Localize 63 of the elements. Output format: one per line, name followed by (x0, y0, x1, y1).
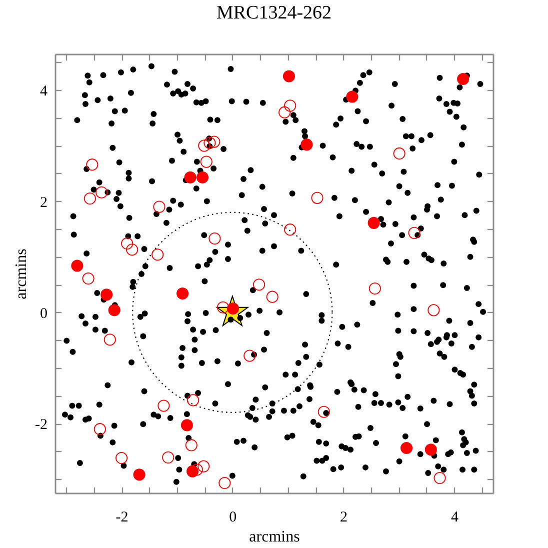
point (162, 451, 174, 464)
point (94, 423, 106, 436)
point (96, 186, 108, 198)
point (152, 248, 164, 261)
y-axis-title: arcmins (13, 248, 30, 300)
point (126, 244, 138, 256)
point (71, 260, 84, 272)
y-tick-label: 0 (40, 306, 48, 322)
point (86, 158, 98, 171)
point (252, 278, 266, 291)
point (180, 419, 193, 432)
y-tick-label: 4 (40, 84, 48, 100)
chart-title: MRC1324-262 (216, 2, 332, 24)
point (208, 232, 221, 245)
point (216, 301, 230, 314)
point (121, 237, 134, 250)
point (84, 192, 96, 205)
point (185, 439, 198, 452)
point (176, 287, 189, 300)
point (278, 106, 291, 118)
point (408, 226, 420, 239)
point (400, 442, 413, 454)
point (200, 156, 212, 168)
point (153, 200, 166, 213)
point (108, 304, 120, 316)
point (186, 465, 199, 478)
point (204, 136, 216, 149)
point (424, 444, 437, 456)
point (104, 334, 116, 346)
point (318, 406, 330, 418)
y-tick-label: 2 (40, 194, 48, 211)
point (158, 400, 170, 412)
x-tick-label: 0 (229, 510, 237, 526)
point (115, 452, 128, 464)
point (82, 272, 94, 285)
point (284, 100, 296, 112)
x-axis-title: arcmins (249, 528, 300, 546)
point (346, 90, 358, 103)
y-tick-label: -2 (35, 417, 48, 434)
point (368, 216, 380, 229)
x-tick-label: -2 (116, 510, 128, 526)
point (218, 476, 231, 490)
point (187, 394, 200, 406)
point (282, 70, 295, 82)
point (100, 288, 113, 301)
x-tick-label: 4 (450, 510, 459, 526)
point (196, 171, 208, 184)
point (457, 72, 470, 86)
point (368, 282, 381, 295)
point (133, 468, 146, 481)
point (184, 171, 196, 184)
point (428, 304, 440, 316)
point (208, 136, 220, 148)
point (266, 290, 278, 303)
point (300, 138, 313, 151)
point (198, 460, 210, 472)
point (244, 350, 256, 362)
point (198, 140, 210, 152)
point (311, 192, 324, 204)
point (393, 147, 406, 160)
x-tick-label: 2 (340, 510, 348, 526)
point (284, 224, 296, 236)
point (434, 472, 446, 484)
